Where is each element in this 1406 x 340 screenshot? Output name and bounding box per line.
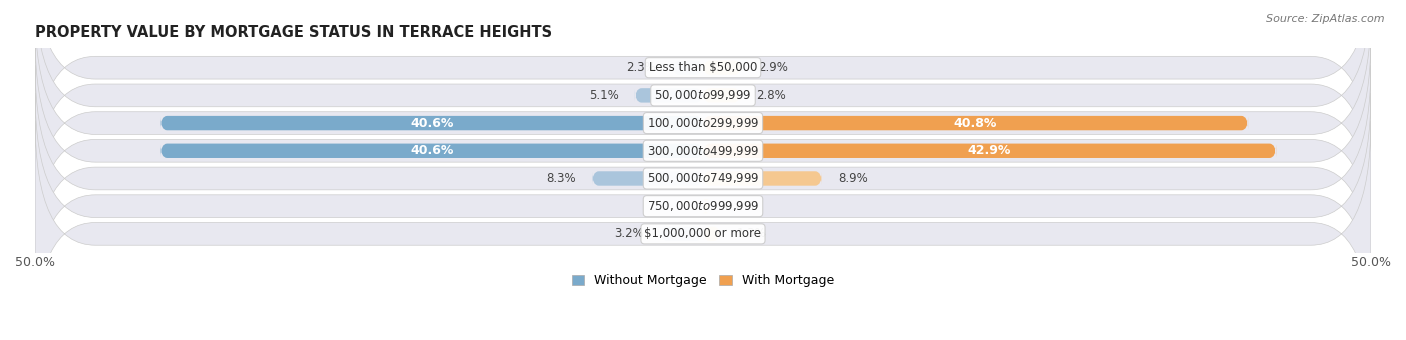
FancyBboxPatch shape — [703, 227, 720, 241]
Text: PROPERTY VALUE BY MORTGAGE STATUS IN TERRACE HEIGHTS: PROPERTY VALUE BY MORTGAGE STATUS IN TER… — [35, 25, 553, 40]
FancyBboxPatch shape — [672, 61, 703, 75]
Text: 8.9%: 8.9% — [838, 172, 868, 185]
FancyBboxPatch shape — [703, 61, 742, 75]
Text: 2.9%: 2.9% — [758, 61, 787, 74]
FancyBboxPatch shape — [703, 143, 1277, 158]
FancyBboxPatch shape — [35, 121, 1371, 340]
Text: $500,000 to $749,999: $500,000 to $749,999 — [647, 171, 759, 186]
Text: $50,000 to $99,999: $50,000 to $99,999 — [654, 88, 752, 102]
FancyBboxPatch shape — [702, 199, 710, 214]
Legend: Without Mortgage, With Mortgage: Without Mortgage, With Mortgage — [567, 269, 839, 292]
FancyBboxPatch shape — [661, 227, 703, 241]
FancyBboxPatch shape — [160, 143, 703, 158]
Text: $750,000 to $999,999: $750,000 to $999,999 — [647, 199, 759, 213]
Text: 40.8%: 40.8% — [953, 117, 997, 130]
FancyBboxPatch shape — [35, 65, 1371, 292]
FancyBboxPatch shape — [703, 116, 1249, 130]
FancyBboxPatch shape — [35, 0, 1371, 209]
Text: 3.2%: 3.2% — [614, 227, 644, 240]
Text: 40.6%: 40.6% — [411, 117, 454, 130]
Text: 42.9%: 42.9% — [967, 144, 1011, 157]
FancyBboxPatch shape — [703, 171, 823, 186]
Text: 8.3%: 8.3% — [547, 172, 576, 185]
FancyBboxPatch shape — [35, 0, 1371, 181]
Text: $1,000,000 or more: $1,000,000 or more — [644, 227, 762, 240]
FancyBboxPatch shape — [703, 88, 741, 103]
FancyBboxPatch shape — [35, 37, 1371, 264]
Text: $100,000 to $299,999: $100,000 to $299,999 — [647, 116, 759, 130]
Text: Less than $50,000: Less than $50,000 — [648, 61, 758, 74]
Text: 1.3%: 1.3% — [737, 227, 766, 240]
FancyBboxPatch shape — [592, 171, 703, 186]
FancyBboxPatch shape — [636, 88, 703, 103]
Text: 0.4%: 0.4% — [724, 200, 754, 213]
Text: 5.1%: 5.1% — [589, 89, 619, 102]
Text: 2.8%: 2.8% — [756, 89, 786, 102]
FancyBboxPatch shape — [35, 10, 1371, 236]
Text: $300,000 to $499,999: $300,000 to $499,999 — [647, 144, 759, 158]
Text: 40.6%: 40.6% — [411, 144, 454, 157]
FancyBboxPatch shape — [160, 116, 703, 130]
Text: 2.3%: 2.3% — [627, 61, 657, 74]
Text: Source: ZipAtlas.com: Source: ZipAtlas.com — [1267, 14, 1385, 23]
FancyBboxPatch shape — [35, 93, 1371, 320]
